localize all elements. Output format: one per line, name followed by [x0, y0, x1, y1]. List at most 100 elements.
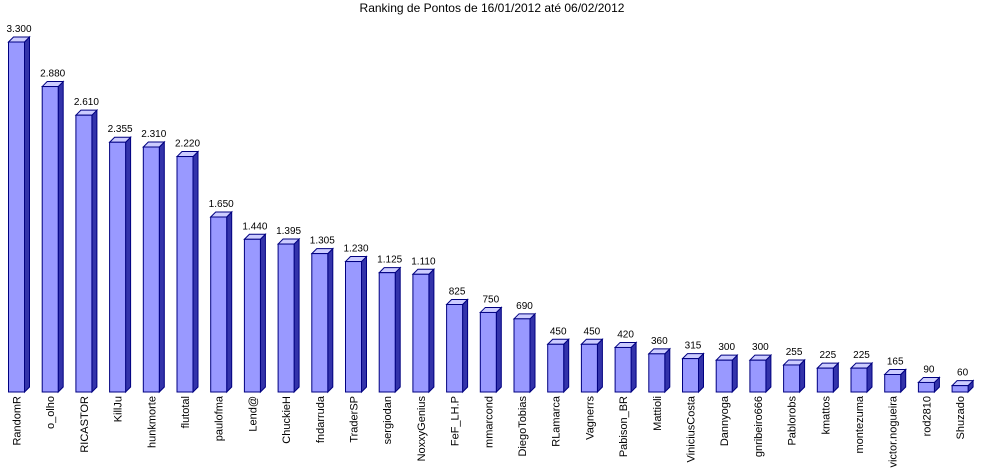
value-label: 1.110	[411, 256, 436, 267]
value-label: 1.440	[242, 221, 267, 232]
value-label: 1.650	[209, 199, 234, 210]
bar	[547, 343, 565, 393]
bar	[917, 381, 935, 393]
bar-side	[563, 338, 570, 394]
bar	[648, 353, 666, 393]
bar	[749, 359, 767, 393]
value-label: 2.610	[74, 97, 99, 108]
value-label: 225	[853, 350, 870, 361]
value-label: 1.395	[276, 226, 301, 237]
value-label: 1.230	[343, 244, 368, 255]
x-tick-label: Lend@	[247, 396, 259, 432]
x-tick-label: flutotal	[180, 396, 192, 428]
value-label: 60	[957, 368, 969, 379]
x-tick-label: kmattos	[820, 396, 832, 435]
bar-side	[361, 255, 367, 394]
bar-side	[529, 312, 536, 394]
bar-side	[192, 150, 199, 394]
value-label: 2.310	[141, 129, 166, 140]
bar	[210, 216, 228, 393]
bar	[884, 374, 902, 393]
value-label: 225	[819, 350, 836, 361]
x-tick-label: Pabison_BR	[618, 396, 630, 457]
x-tick-label: Pablorobs	[787, 396, 799, 446]
x-tick-label: montezuma	[854, 395, 866, 453]
bar	[345, 261, 362, 393]
bar-side	[327, 247, 334, 394]
value-label: 2.355	[108, 124, 133, 135]
value-label: 300	[752, 342, 769, 353]
value-label: 90	[923, 364, 935, 375]
bar-side	[664, 347, 671, 394]
value-label: 825	[449, 287, 466, 298]
bar-side	[24, 35, 30, 394]
bar-side	[630, 341, 637, 394]
x-tick-label: Mattioli	[652, 396, 664, 431]
bar-side	[125, 136, 132, 394]
bar-side	[226, 210, 233, 394]
x-tick-label: paulofma	[214, 395, 226, 441]
x-tick-label: Vagnerrs	[584, 396, 596, 440]
value-label: 2.880	[40, 69, 65, 80]
x-tick-label: ChuckieH	[281, 396, 293, 444]
value-label: 450	[550, 326, 567, 337]
value-label: 2.220	[175, 139, 200, 150]
bar	[446, 304, 464, 393]
x-tick-label: victor.nogueira	[888, 395, 900, 467]
value-label: 3.300	[6, 24, 31, 35]
bar	[479, 311, 497, 393]
bar-side	[698, 352, 704, 394]
bar	[8, 41, 25, 393]
value-label: 750	[482, 294, 499, 305]
bar-side	[158, 140, 165, 394]
bar	[715, 359, 733, 393]
x-tick-label: Dannyoga	[719, 395, 731, 446]
value-label: 690	[516, 301, 533, 312]
bar	[109, 141, 127, 393]
bar	[41, 86, 59, 393]
x-tick-label: ViniciusCosta	[686, 395, 698, 462]
bar-side	[259, 233, 266, 394]
chart-title: Ranking de Pontos de 16/01/2012 até 06/0…	[360, 1, 625, 15]
bar	[682, 358, 699, 393]
bar-side	[293, 237, 300, 394]
x-tick-label: KillJu	[113, 396, 125, 422]
bar	[513, 318, 531, 393]
bar-side	[394, 266, 401, 394]
bar	[816, 367, 834, 393]
x-tick-label: gnribeiro666	[753, 396, 765, 457]
x-tick-label: FeF_LH.P	[450, 396, 462, 446]
bar-side	[765, 353, 772, 394]
x-tick-label: RICASTOR	[79, 396, 91, 453]
x-tick-label: hunkmorte	[146, 396, 158, 448]
value-label: 1.125	[377, 255, 402, 266]
x-tick-label: rod2810	[921, 396, 933, 436]
x-tick-label: RandomR	[12, 396, 24, 446]
bar	[142, 146, 160, 393]
bar	[75, 114, 93, 393]
bar	[277, 243, 295, 393]
bar	[850, 367, 868, 393]
bar	[176, 156, 194, 393]
value-label: 165	[887, 357, 904, 368]
bar-side	[462, 298, 469, 394]
x-tick-label: o_olho	[45, 396, 57, 429]
bar	[783, 364, 801, 393]
x-tick-label: sergiodan	[382, 396, 394, 444]
x-tick-label: RLamarca	[551, 395, 563, 447]
bar-side	[57, 80, 64, 394]
x-tick-label: DiegoTobias	[517, 396, 529, 457]
value-label: 255	[786, 347, 803, 358]
bar	[412, 273, 430, 393]
bar	[580, 343, 598, 393]
x-tick-label: mmarcond	[483, 396, 495, 448]
bar-side	[596, 338, 603, 394]
bar	[243, 238, 261, 393]
x-tick-label: NoxxyGenius	[416, 396, 428, 462]
bar	[951, 385, 969, 393]
value-label: 420	[617, 329, 634, 340]
x-tick-label: Shuzado	[955, 396, 967, 439]
value-label: 450	[584, 326, 601, 337]
bar	[614, 346, 632, 393]
